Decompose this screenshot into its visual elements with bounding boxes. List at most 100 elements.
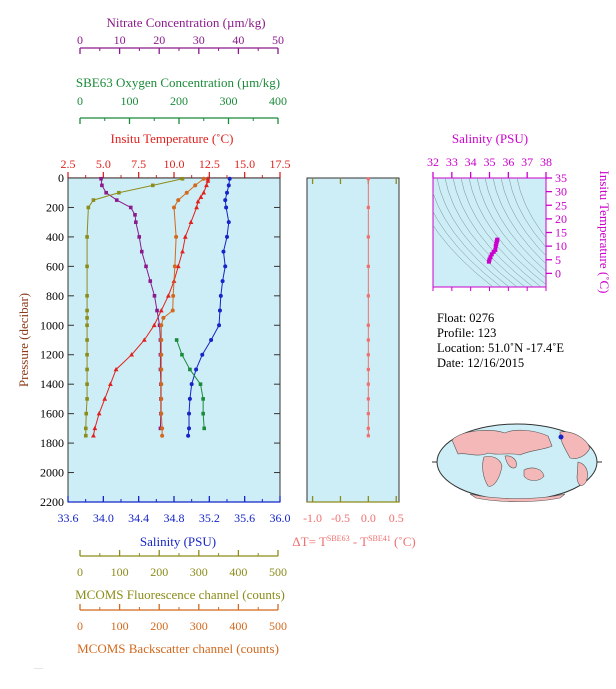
salinity-point [221,249,226,254]
temperature-tick-label: 5.0 [96,157,111,171]
isopycnal-line [492,178,546,265]
salinity-tick-label: 34.4 [128,511,149,525]
delta-t-point [366,426,370,430]
backscatter-point [159,382,164,387]
delta-t-tick-label: 0.0 [361,511,376,525]
backscatter-point [172,205,176,210]
backscatter-point [176,198,181,203]
temperature-point [108,381,113,386]
map-africa [482,456,503,487]
fluorescence-tick-label: 500 [269,565,287,579]
ts-series [486,237,500,264]
delta-t-series [366,177,370,438]
isopycnal-line [484,178,546,272]
float-location-marker [558,434,564,440]
salinity-axis: 33.6 34.0 34.4 34.8 35.2 35.6 36.0 [58,496,291,525]
isopycnal-line [433,211,502,287]
backscatter-point [159,411,164,416]
temperature-point [91,433,96,438]
delta-t-title-unit: (˚C) [391,534,416,549]
fluorescence-point [85,338,89,342]
salinity-point [223,198,228,203]
oxygen-point [201,411,205,416]
temperature-tick-label: 15.0 [234,157,255,171]
salinity-point [186,433,191,438]
nitrate-point [144,264,148,269]
fluorescence-point [180,176,185,181]
date-info: Date: 12/16/2015 [437,356,524,370]
fluorescence-point [151,183,155,188]
salinity-point [209,338,214,342]
temperature-point [198,194,204,199]
temperature-point [151,322,157,328]
fluorescence-point [84,426,88,431]
salinity-point [227,176,232,181]
nitrate-axis-title: Nitrate Concentration (µm/kg) [106,15,265,30]
nitrate-point [148,279,153,283]
oxygen-point [180,352,184,357]
isopycnal-line [452,178,534,287]
fluorescence-tick-label: 400 [229,565,247,579]
temperature-point [113,366,119,372]
oxygen-axis: 0 100 200 300 400 [77,94,287,124]
fluorescence-point [85,235,89,239]
isopycnal-line [500,178,546,257]
delta-t-point [366,382,370,386]
salinity-point [194,367,199,372]
isopycnal-line [476,178,546,279]
salinity-point [200,352,205,357]
pressure-axis-title: Pressure (decibar) [16,293,31,387]
temperature-point [195,198,201,204]
backscatter-point [172,264,177,269]
salinity-point [226,220,231,225]
temperature-tick-label: 7.5 [131,157,146,171]
fluorescence-point [84,411,89,416]
salinity-tick-label: 35.2 [199,511,220,525]
salinity-point [218,293,223,298]
backscatter-point [201,176,206,181]
delta-t-tick-label: -0.5 [331,511,350,525]
isopycnal-line [468,178,546,285]
nitrate-point [104,190,108,195]
map-south-america [576,461,588,486]
salinity-axis-title: Salinity (PSU) [140,534,216,549]
fluorescence-tick-label: 100 [111,565,129,579]
oxygen-tick-label: 100 [121,94,139,108]
ts-salinity-tick-label: 36 [502,155,514,169]
oxygen-tick-label: 0 [77,94,83,108]
map-antarctica [469,493,566,503]
pressure-tick-label: 1000 [40,318,64,332]
backscatter-point [159,367,164,372]
fluorescence-axis: 0 100 200 300 400 500 [77,550,287,579]
fluorescence-point [85,316,89,320]
oxygen-tick-label: 400 [269,94,287,108]
ts-salinity-tick-label: 35 [484,155,496,169]
ts-point [487,257,492,262]
temperature-point [92,425,98,431]
nitrate-tick-label: 30 [193,33,205,47]
nitrate-tick-label: 40 [232,33,244,47]
fluorescence-point [84,433,88,438]
ts-temperature-tick-label: 0 [555,266,561,280]
backscatter-point [160,426,165,431]
ts-salinity-tick-label: 38 [540,155,552,169]
fluorescence-point [85,352,89,357]
nitrate-point [155,308,159,313]
ts-point [494,239,499,244]
delta-t-title-sup2: SBE41 [368,534,391,543]
delta-t-point [366,353,370,357]
delta-t-point [366,264,370,268]
pressure-tick-label: 800 [46,289,64,303]
profile-info: Profile: 123 [437,326,496,340]
salinity-point [187,396,192,401]
temperature-point [102,396,108,401]
backscatter-tick-label: 200 [150,619,168,633]
ts-salinity-title: Salinity (PSU) [452,131,528,146]
backscatter-point [184,190,189,195]
oxygen-tick-label: 300 [220,94,238,108]
backscatter-tick-label: 0 [77,619,83,633]
ts-point [491,249,496,254]
salinity-tick-label: 35.6 [234,511,255,525]
delta-t-title-mid: - T [350,534,369,549]
